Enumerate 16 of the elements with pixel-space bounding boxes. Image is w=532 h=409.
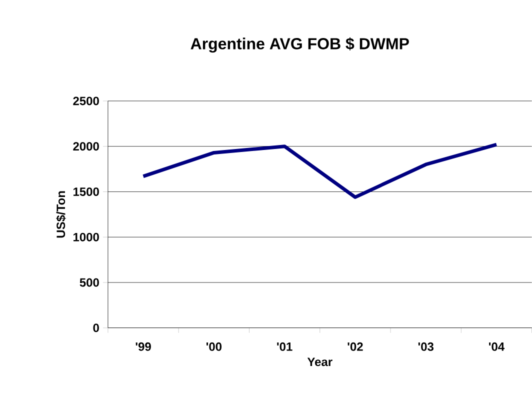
y-tick-label: 2000 — [73, 142, 99, 151]
x-tick-label: '02 — [348, 342, 363, 351]
y-axis-title: US$/Ton — [56, 191, 66, 238]
y-tick-label: 500 — [80, 278, 99, 287]
x-tick-label: '03 — [418, 342, 434, 351]
y-tick-label: 2500 — [73, 96, 99, 106]
y-tick-label: 0 — [93, 324, 99, 332]
x-tick-label: '04 — [489, 342, 505, 351]
x-tick-label: '99 — [136, 342, 151, 351]
x-tick-label: '00 — [206, 342, 222, 351]
y-tick-label: 1500 — [74, 188, 99, 196]
line-series — [142, 142, 498, 199]
y-tick-label: 1000 — [74, 232, 99, 242]
x-tick-label: '01 — [277, 342, 292, 351]
chart-title: Argentine AVG FOB $ DWMP — [190, 37, 409, 53]
x-axis-title: Year — [307, 358, 332, 366]
